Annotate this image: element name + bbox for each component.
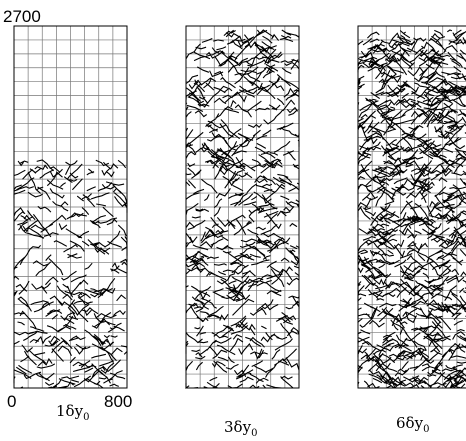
panel-label: 6δy0 (396, 414, 429, 435)
label-main: 1δy (56, 402, 84, 420)
panel-border (185, 25, 300, 389)
label-sub: 0 (423, 424, 429, 435)
cracks (13, 159, 128, 389)
panel-border (357, 25, 466, 389)
label-sub: 0 (83, 412, 89, 423)
label-main: 6δy (396, 414, 424, 432)
label-sub: 0 (251, 428, 257, 439)
panel-border (13, 25, 128, 389)
width-start-label: 0 (7, 392, 16, 411)
panel-label: 1δy0 (56, 402, 89, 423)
label-main: 3δy (224, 418, 252, 436)
panel-label: 3δy0 (224, 418, 257, 439)
height-label: 2700 (3, 7, 41, 26)
width-end-label: 800 (104, 392, 132, 411)
cracks (357, 29, 466, 389)
grid (13, 25, 128, 389)
